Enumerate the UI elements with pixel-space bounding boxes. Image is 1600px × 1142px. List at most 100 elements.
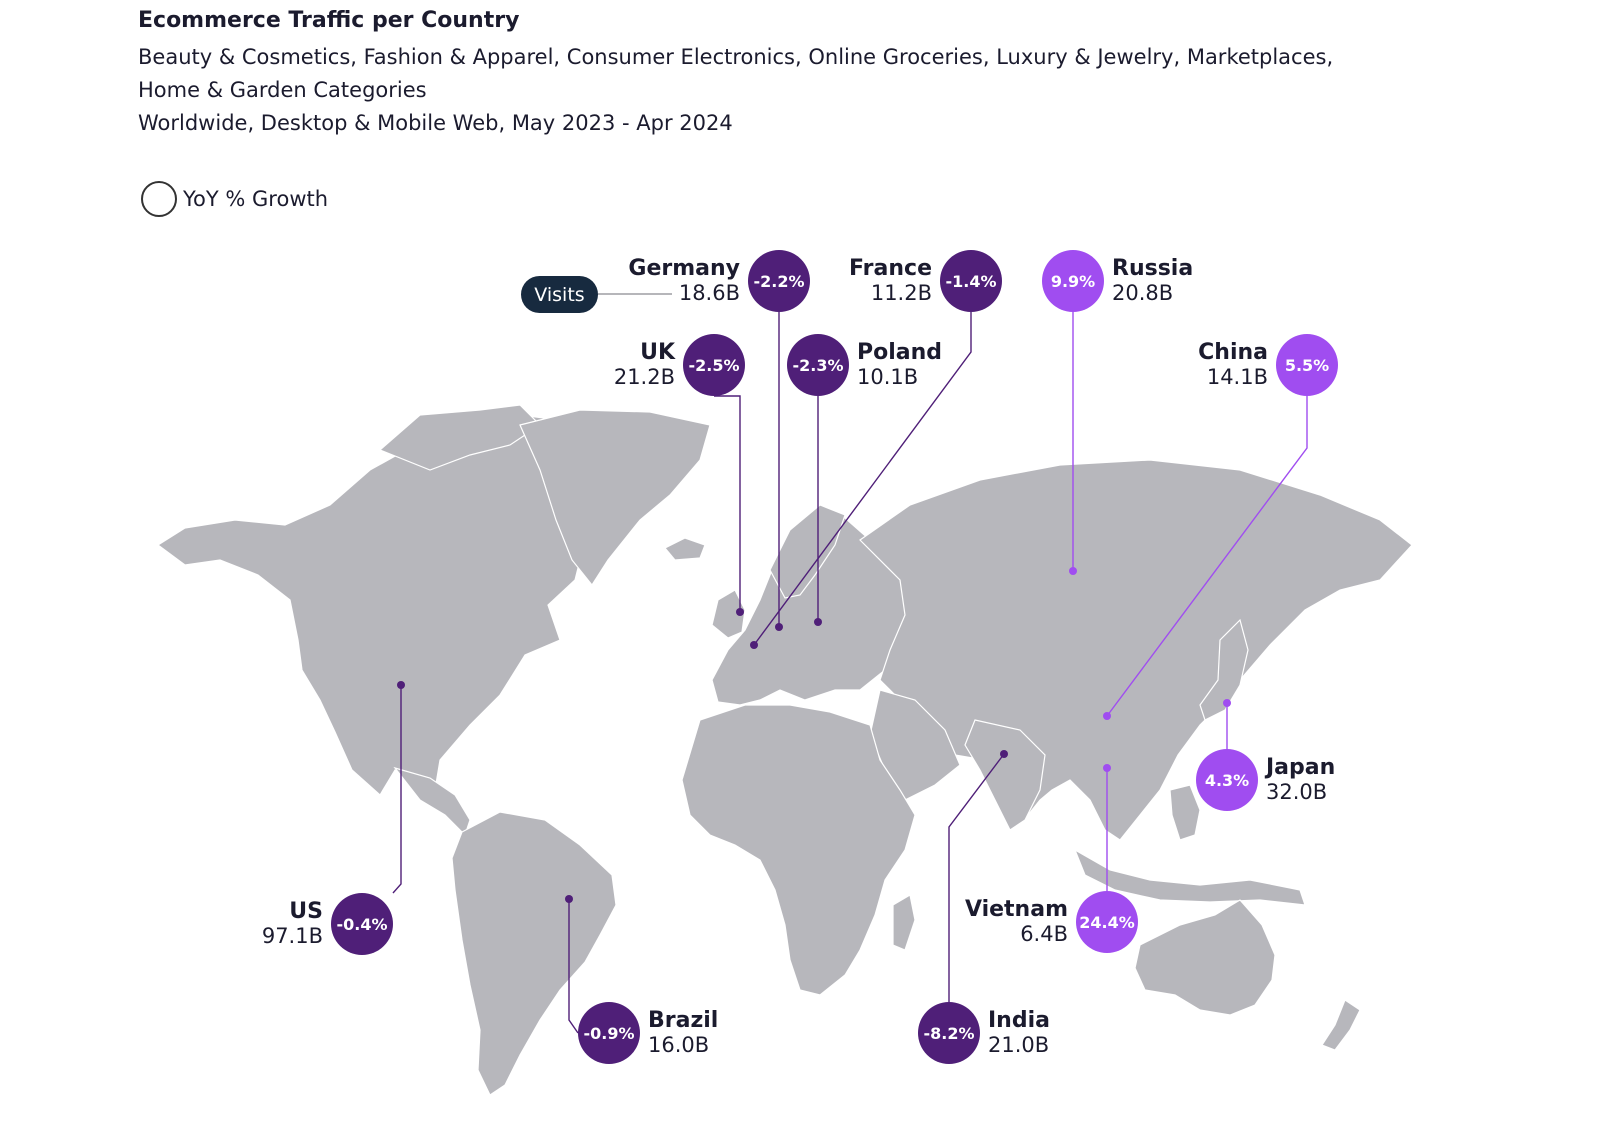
france-location-dot [750, 641, 758, 649]
france-leader-line [753, 312, 972, 646]
vietnam-location-dot [1103, 764, 1111, 772]
visits-key: Visits [521, 276, 672, 313]
france-country-name: France [849, 256, 932, 281]
russia-growth-value: 9.9% [1051, 272, 1095, 291]
us-location-dot [397, 681, 405, 689]
indonesia-shape [1073, 848, 1306, 906]
brazil-country-name: Brazil [648, 1008, 718, 1033]
south-america-shape [451, 811, 617, 1096]
china-country-name: China [1198, 340, 1268, 365]
page-title: Ecommerce Traffic per Country [138, 8, 520, 33]
iceland-shape [664, 537, 706, 561]
greenland-shape [519, 409, 711, 587]
us-leader-line [392, 685, 402, 894]
germany-growth-value: -2.2% [753, 272, 804, 291]
japan-country-name: Japan [1264, 755, 1335, 780]
north-america-shape [156, 414, 586, 796]
russia-country-name: Russia [1112, 256, 1193, 281]
us-country-name: US [289, 899, 323, 924]
brazil-leader-line [568, 899, 579, 1034]
vietnam-growth-value: 24.4% [1079, 913, 1135, 932]
china-growth-bubble [1276, 334, 1338, 396]
asia-shape [859, 459, 1413, 841]
australia-shape [1134, 899, 1276, 1016]
china-visits-value: 14.1B [1207, 365, 1268, 389]
brazil-growth-value: -0.9% [583, 1024, 634, 1043]
us-visits-value: 97.1B [262, 924, 323, 948]
brazil-location-dot [565, 895, 573, 903]
poland-location-dot [814, 618, 822, 626]
russia-growth-bubble [1042, 250, 1104, 312]
japan-growth-value: 4.3% [1205, 771, 1249, 790]
vietnam-country-name: Vietnam [965, 897, 1068, 922]
france-growth-bubble [940, 250, 1002, 312]
uk-country-name: UK [640, 340, 676, 365]
subtitle-line-2: Home & Garden Categories [138, 78, 427, 102]
poland-growth-value: -2.3% [792, 356, 843, 375]
brazil-growth-bubble [578, 1002, 640, 1064]
subtitle-line-3: Worldwide, Desktop & Mobile Web, May 202… [138, 111, 733, 135]
uk-location-dot [736, 608, 744, 616]
british-isles-shape [711, 589, 746, 639]
india-growth-value: -8.2% [923, 1024, 974, 1043]
germany-country-name: Germany [628, 256, 740, 281]
japan-visits-value: 32.0B [1266, 780, 1327, 804]
germany-location-dot [775, 623, 783, 631]
japan-shape [1199, 618, 1249, 721]
france-growth-value: -1.4% [945, 272, 996, 291]
uk-growth-bubble [683, 334, 745, 396]
visits-pill [521, 276, 598, 313]
visits-label: Visits [534, 284, 584, 306]
new-zealand-shape [1321, 999, 1361, 1051]
france-visits-value: 11.2B [871, 281, 932, 305]
china-growth-value: 5.5% [1285, 356, 1329, 375]
india-visits-value: 21.0B [988, 1033, 1049, 1057]
china-location-dot [1103, 712, 1111, 720]
poland-visits-value: 10.1B [857, 365, 918, 389]
india-shape [964, 719, 1046, 831]
japan-location-dot [1223, 699, 1231, 707]
brazil-visits-value: 16.0B [648, 1033, 709, 1057]
india-growth-bubble [918, 1002, 980, 1064]
poland-growth-bubble [787, 334, 849, 396]
subtitle-line-1: Beauty & Cosmetics, Fashion & Apparel, C… [138, 45, 1334, 69]
uk-leader-line [714, 395, 741, 612]
central-america-shape [393, 766, 471, 837]
germany-visits-value: 18.6B [679, 281, 740, 305]
africa-shape [681, 704, 916, 996]
russia-visits-value: 20.8B [1112, 281, 1173, 305]
germany-growth-bubble [748, 250, 810, 312]
us-growth-value: -0.4% [336, 915, 387, 934]
legend: YoY % Growth [141, 179, 328, 219]
china-leader-line [1106, 396, 1308, 717]
madagascar-shape [892, 894, 916, 951]
uk-growth-value: -2.5% [688, 356, 739, 375]
poland-country-name: Poland [857, 340, 942, 365]
legend-label: YoY % Growth [183, 187, 329, 211]
vietnam-visits-value: 6.4B [1020, 922, 1068, 946]
world-landmass [156, 404, 1413, 1096]
japan-growth-bubble [1196, 749, 1258, 811]
russia-location-dot [1069, 567, 1077, 575]
uk-visits-value: 21.2B [614, 365, 675, 389]
india-country-name: India [988, 1008, 1050, 1033]
vietnam-growth-bubble [1076, 891, 1138, 953]
us-growth-bubble [331, 893, 393, 955]
india-location-dot [1000, 750, 1008, 758]
india-leader-line [948, 753, 1005, 1002]
legend-circle-icon [141, 181, 177, 217]
philippines-shape [1169, 784, 1201, 841]
